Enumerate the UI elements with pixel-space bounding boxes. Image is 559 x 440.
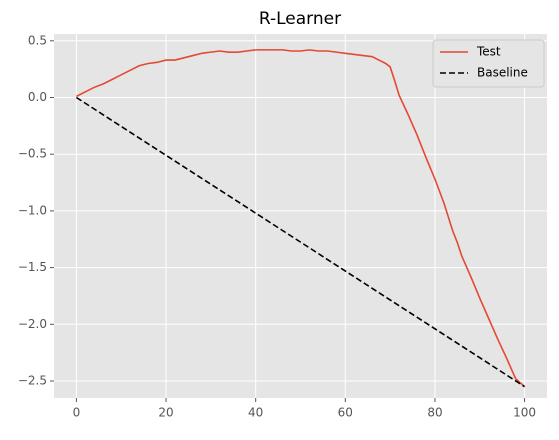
plot-area — [54, 34, 547, 398]
line — [75, 96, 526, 388]
y-tick-label: −1.5 — [18, 260, 47, 274]
x-tick-label: 100 — [513, 406, 536, 420]
chart-title: R-Learner — [259, 9, 341, 29]
x-tick-label: 40 — [248, 406, 263, 420]
y-tick-label: 0.5 — [28, 33, 47, 47]
y-tick-label: −2.5 — [18, 373, 47, 387]
y-tick-label: −2.0 — [18, 317, 47, 331]
y-tick-label: −0.5 — [18, 147, 47, 161]
x-tick-label: 0 — [73, 406, 81, 420]
y-tick-label: −1.0 — [18, 203, 47, 217]
x-tick-label: 60 — [338, 406, 353, 420]
y-tick-label: 0.0 — [28, 90, 47, 104]
x-tick-label: 80 — [427, 406, 442, 420]
legend-label: Baseline — [477, 66, 528, 80]
x-tick-label: 20 — [158, 406, 173, 420]
line — [76, 49, 526, 388]
legend-label: Test — [476, 45, 501, 59]
